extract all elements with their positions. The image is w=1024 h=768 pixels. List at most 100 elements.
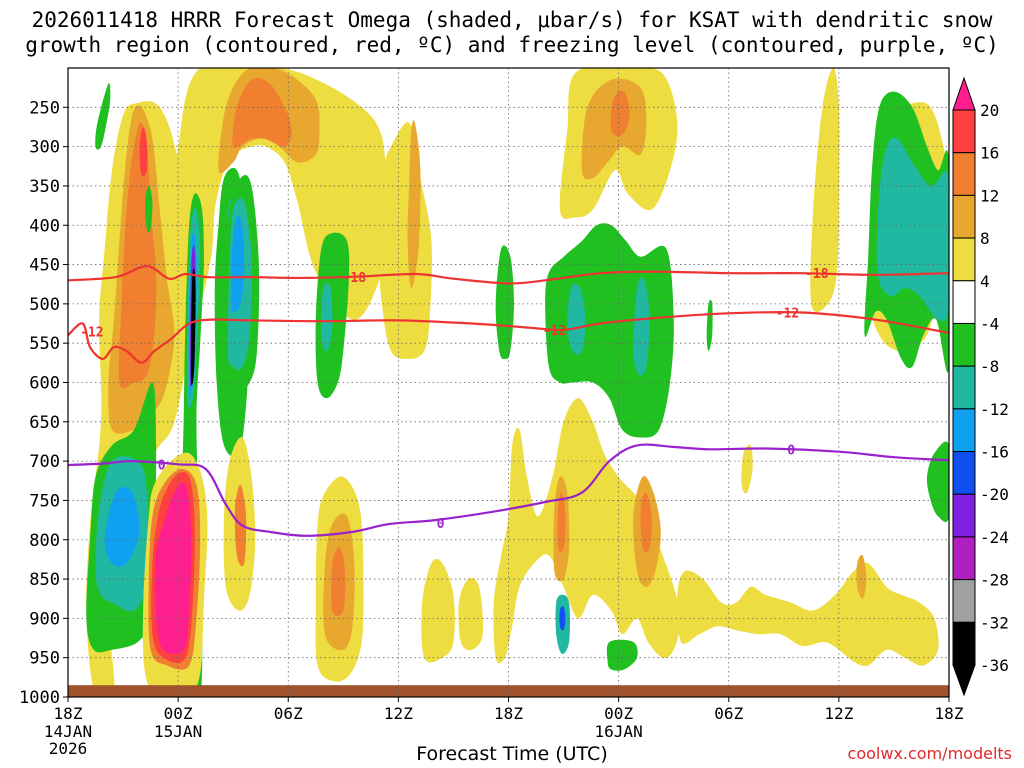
colorbar-label--28: -28: [980, 571, 1009, 590]
omega-region-pos-low-0900-dark: [331, 547, 346, 616]
y-tick-label-850: 850: [29, 570, 60, 590]
x-tick-label-18Z: 18Z: [54, 704, 83, 723]
omega-region-neg-0300-blue: [231, 215, 245, 313]
omega-region-pos-small-0830: [741, 444, 753, 494]
omega-region-pos-top-dark: [232, 78, 292, 148]
x-tick-date-16JAN: 16JAN: [595, 722, 643, 741]
omega-region-neg-1000-cyan: [321, 282, 333, 352]
x-tick-label-00Z: 00Z: [164, 704, 193, 723]
chart-title-line-2: growth region (contoured, red, ºC) and f…: [25, 33, 999, 57]
y-tick-label-400: 400: [29, 216, 60, 236]
ground-surface: [68, 685, 949, 697]
omega-region-neg-far-right-low: [926, 441, 949, 523]
colorbar-label--16: -16: [980, 443, 1009, 462]
chart-title-line-1: 2026011418 HRRR Forecast Omega (shaded, …: [31, 8, 993, 32]
colorbar-swatch-8: [952, 194, 976, 239]
colorbar-bottom-arrow: [952, 664, 976, 697]
y-tick-label-650: 650: [29, 413, 60, 433]
colorbar-swatch-12: [952, 152, 976, 196]
colorbar-top-arrow: [952, 76, 976, 111]
colorbar-label--12: -12: [980, 400, 1009, 419]
contour-label: -12: [543, 324, 566, 339]
omega-region-pos-right-strip: [810, 68, 840, 313]
colorbar-label--8: -8: [980, 357, 999, 376]
omega-region-neg-1700-green: [495, 245, 514, 359]
y-tick-label-450: 450: [29, 256, 60, 276]
colorbar-swatch-4: [952, 237, 976, 282]
colorbar-swatch--12: [952, 365, 976, 410]
x-axis-label: Forecast Time (UTC): [416, 743, 608, 765]
colorbar-label-12: 12: [980, 186, 999, 205]
colorbar-label-20: 20: [980, 101, 999, 120]
colorbar-label--24: -24: [980, 528, 1009, 547]
omega-region-pos-low-pink: [155, 482, 192, 655]
y-tick-label-500: 500: [29, 295, 60, 315]
contour--12C: [68, 310, 949, 364]
omega-region-neg-early-small: [95, 82, 111, 150]
colorbar: 20 16 12 8 4 -4 -8 -12 -16 -20 -24 -28 -32 -36: [952, 76, 1009, 697]
x-tick-label-00Z: 00Z: [604, 704, 633, 723]
y-tick-label-700: 700: [29, 452, 60, 472]
omega-region-pos-low-0700: [677, 562, 939, 667]
colorbar-swatch--16: [952, 408, 976, 453]
colorbar-swatch--4: [952, 280, 976, 324]
contour--18C: [68, 264, 949, 285]
omega-region-pos-top-right-dark: [610, 90, 630, 137]
omega-region-pos-early-dark: [118, 122, 157, 389]
x-tick-label-06Z: 06Z: [714, 704, 743, 723]
y-tick-label-350: 350: [29, 177, 60, 197]
x-tick-date-15JAN: 15JAN: [154, 722, 202, 741]
omega-region-pos-low-2030-dark: [557, 492, 566, 553]
omega-region-neg-2130-cyan: [633, 277, 650, 376]
omega-region-neg-early-low-blue: [104, 487, 140, 567]
y-tick-label-900: 900: [29, 609, 60, 629]
x-tick-label-06Z: 06Z: [274, 704, 303, 723]
y-tick-label-250: 250: [29, 98, 60, 118]
omega-region-neg-main-black: [190, 268, 196, 386]
omega-region-pos-low-1400: [458, 577, 484, 651]
y-tick-label-950: 950: [29, 649, 60, 669]
colorbar-swatch--32: [952, 579, 976, 623]
omega-region-pos-low-1300: [421, 558, 455, 663]
contour-label: 0: [787, 443, 795, 458]
y-tick-label-600: 600: [29, 374, 60, 394]
colorbar-label--20: -20: [980, 485, 1009, 504]
colorbar-label--32: -32: [980, 613, 1009, 632]
x-tick-label-12Z: 12Z: [824, 704, 853, 723]
colorbar-swatch--28: [952, 536, 976, 581]
x-tick-label-12Z: 12Z: [384, 704, 413, 723]
colorbar-swatch--20: [952, 451, 976, 495]
contour-label: -12: [80, 325, 103, 340]
contour-label: -18: [805, 267, 829, 282]
colorbar-swatch--36: [952, 621, 976, 666]
y-tick-label-1000: 1000: [19, 688, 60, 708]
y-tick-label-300: 300: [29, 138, 60, 158]
x-tick-label-18Z: 18Z: [935, 704, 964, 723]
omega-region-neg-early-tiny: [145, 185, 153, 233]
omega-region-pos-low-1700: [493, 398, 681, 664]
y-tick-label-800: 800: [29, 531, 60, 551]
colorbar-label-8: 8: [980, 229, 990, 248]
x-tick-year: 2026: [49, 739, 88, 758]
colorbar-swatch--8: [952, 322, 976, 367]
contour-label: -18: [343, 271, 367, 286]
x-tick-date-14JAN: 14JAN: [44, 722, 92, 741]
y-tick-label-550: 550: [29, 334, 60, 354]
colorbar-label--4: -4: [980, 314, 999, 333]
omega-region-pos-small-1200: [856, 554, 867, 599]
colorbar-swatch-16: [952, 109, 976, 154]
contour-label: 0: [158, 458, 166, 473]
colorbar-label--36: -36: [980, 656, 1009, 675]
omega-region-neg-small-1030: [706, 299, 713, 352]
omega-region-pos-1230-orange: [407, 120, 421, 289]
contour-0C-freezing-level: [68, 443, 949, 537]
omega-region-neg-small-2030-blue: [559, 606, 566, 631]
omega-region-neg-1945-cyan: [567, 283, 586, 355]
omega-region-pos-early-red: [139, 126, 148, 177]
contour-label: 0: [437, 517, 445, 532]
omega-region-pos-low-0200-dark: [640, 492, 652, 553]
contour-layer: -18 -18 -12 -12 -12 0 0 0: [68, 264, 949, 537]
y-axis: 250 300 350 400 450 500 550 600 650 700 750 800 850 9…: [19, 98, 68, 708]
credit-link[interactable]: coolwx.com/modelts: [847, 744, 1012, 763]
